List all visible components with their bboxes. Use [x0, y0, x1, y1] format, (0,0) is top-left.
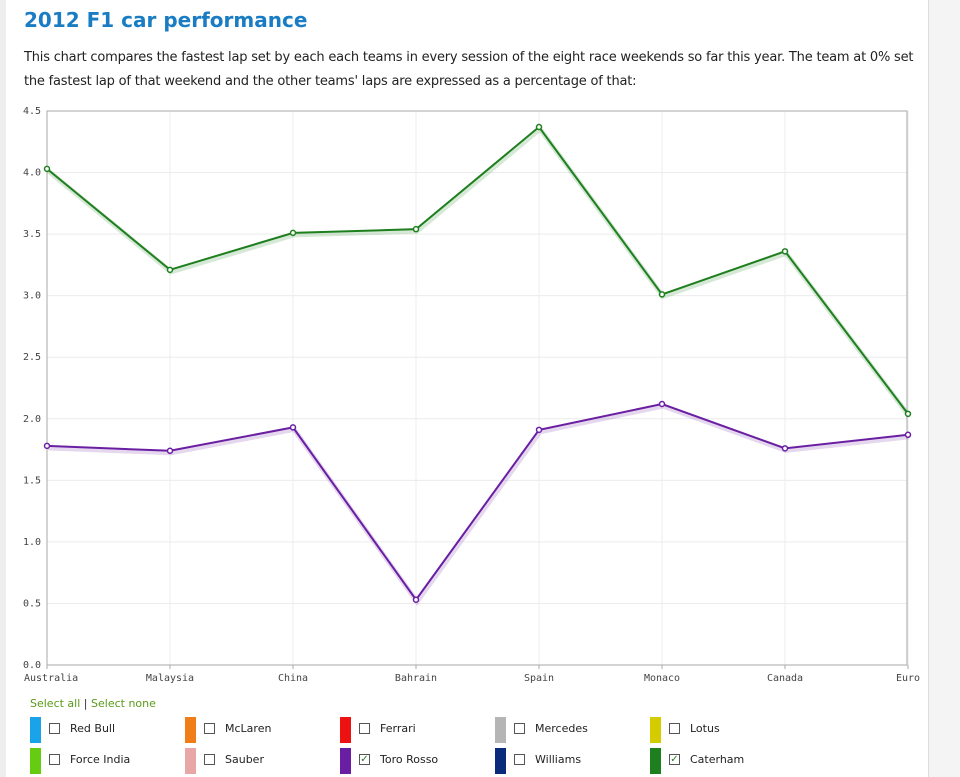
data-point[interactable]	[781, 248, 789, 255]
x-tick-label: Spain	[524, 673, 554, 684]
legend-swatch	[30, 717, 41, 743]
legend-item-red-bull[interactable]: Red Bull	[30, 717, 180, 743]
select-none-link[interactable]: Select none	[91, 697, 156, 710]
data-point[interactable]	[658, 400, 666, 408]
data-point[interactable]	[289, 229, 297, 237]
legend-checkbox[interactable]	[514, 723, 525, 734]
x-tick-label: China	[278, 673, 308, 684]
legend-swatch	[30, 748, 41, 774]
plot-area-border	[46, 110, 908, 666]
series-shadow	[46, 125, 911, 418]
line-chart: 0.0 0.5 1.0 1.5 2.0 2.5 3.0 3.5 4.0 4.5 Australia…	[23, 106, 920, 684]
x-axis: Australia Malaysia China Bahrain Spain Monaco…	[24, 665, 920, 684]
selection-controls: Select all | Select none	[30, 697, 156, 710]
y-tick-label: 0.0	[23, 660, 41, 671]
legend-label: Force India	[70, 753, 131, 766]
legend-label: McLaren	[225, 722, 272, 735]
y-tick-label: 0.5	[23, 598, 41, 609]
x-tick-label: Euro	[896, 673, 920, 684]
legend-label: Ferrari	[380, 722, 416, 735]
select-all-link[interactable]: Select all	[30, 697, 81, 710]
data-point[interactable]	[412, 225, 420, 233]
legend-swatch	[650, 717, 661, 743]
legend-item-force-india[interactable]: Force India	[30, 748, 180, 774]
legend-label: Caterham	[690, 753, 745, 766]
x-tick-label: Monaco	[644, 673, 680, 684]
legend-label: Red Bull	[70, 722, 116, 735]
legend-label: Lotus	[690, 722, 720, 735]
y-tick-label: 1.0	[23, 537, 41, 548]
legend-checkbox[interactable]: ✓	[669, 754, 680, 765]
legend-checkbox[interactable]	[49, 723, 60, 734]
data-point[interactable]	[412, 596, 420, 604]
y-tick-label: 2.5	[23, 352, 41, 363]
legend-item-caterham[interactable]: ✓ Caterham	[650, 748, 800, 774]
data-point[interactable]	[43, 165, 51, 173]
y-tick-label: 1.5	[23, 475, 41, 486]
legend-label: Williams	[535, 753, 582, 766]
legend-swatch	[340, 717, 351, 743]
legend-item-toro-rosso[interactable]: ✓ Toro Rosso	[340, 748, 490, 774]
legend-checkbox[interactable]	[669, 723, 680, 734]
x-tick-label: Malaysia	[146, 673, 194, 684]
series-lines	[43, 123, 912, 607]
data-point[interactable]	[166, 266, 174, 274]
legend-label: Toro Rosso	[380, 753, 439, 766]
y-axis: 0.0 0.5 1.0 1.5 2.0 2.5 3.0 3.5 4.0 4.5	[23, 106, 41, 671]
legend-label: Mercedes	[535, 722, 588, 735]
data-point[interactable]	[289, 424, 297, 431]
data-point[interactable]	[904, 410, 912, 418]
y-tick-label: 4.0	[23, 168, 41, 179]
legend-swatch	[495, 748, 506, 774]
x-tick-label: Bahrain	[395, 673, 437, 684]
chart-grid	[46, 110, 909, 666]
legend-item-lotus[interactable]: Lotus	[650, 717, 800, 743]
legend-item-sauber[interactable]: Sauber	[185, 748, 335, 774]
legend-swatch	[340, 748, 351, 774]
data-point[interactable]	[535, 123, 543, 131]
series-line-toro-rosso	[46, 402, 909, 602]
y-tick-label: 2.0	[23, 414, 41, 425]
data-point[interactable]	[166, 447, 174, 455]
y-tick-label: 3.0	[23, 291, 41, 302]
legend-item-williams[interactable]: Williams	[495, 748, 645, 774]
chart-description: This chart compares the fastest lap set …	[24, 50, 914, 89]
legend-checkbox[interactable]	[49, 754, 60, 765]
legend-swatch	[185, 748, 196, 774]
legend-item-mercedes[interactable]: Mercedes	[495, 717, 645, 743]
legend-checkbox[interactable]	[204, 754, 215, 765]
y-tick-label: 4.5	[23, 106, 41, 117]
legend-swatch	[185, 717, 196, 743]
legend-swatch	[495, 717, 506, 743]
legend-item-mclaren[interactable]: McLaren	[185, 717, 335, 743]
data-point[interactable]	[781, 445, 789, 452]
page-right-edge	[928, 0, 960, 777]
legend-label: Sauber	[225, 753, 264, 766]
x-tick-label: Australia	[24, 673, 78, 684]
page-title: 2012 F1 car performance	[24, 8, 308, 32]
data-point[interactable]	[658, 291, 666, 298]
legend-checkbox[interactable]	[204, 723, 215, 734]
legend-swatch	[650, 748, 661, 774]
legend-checkbox[interactable]	[514, 754, 525, 765]
data-point[interactable]	[43, 442, 51, 450]
data-point[interactable]	[535, 426, 543, 434]
legend-checkbox[interactable]	[359, 723, 370, 734]
series-line-caterham	[46, 125, 909, 415]
legend-item-ferrari[interactable]: Ferrari	[340, 717, 490, 743]
data-point[interactable]	[904, 431, 912, 439]
selection-separator: |	[83, 697, 88, 710]
series-shadow	[47, 403, 910, 607]
page-left-edge	[0, 0, 6, 777]
legend-checkbox[interactable]: ✓	[359, 754, 370, 765]
y-tick-label: 3.5	[23, 229, 41, 240]
x-tick-label: Canada	[767, 673, 803, 684]
